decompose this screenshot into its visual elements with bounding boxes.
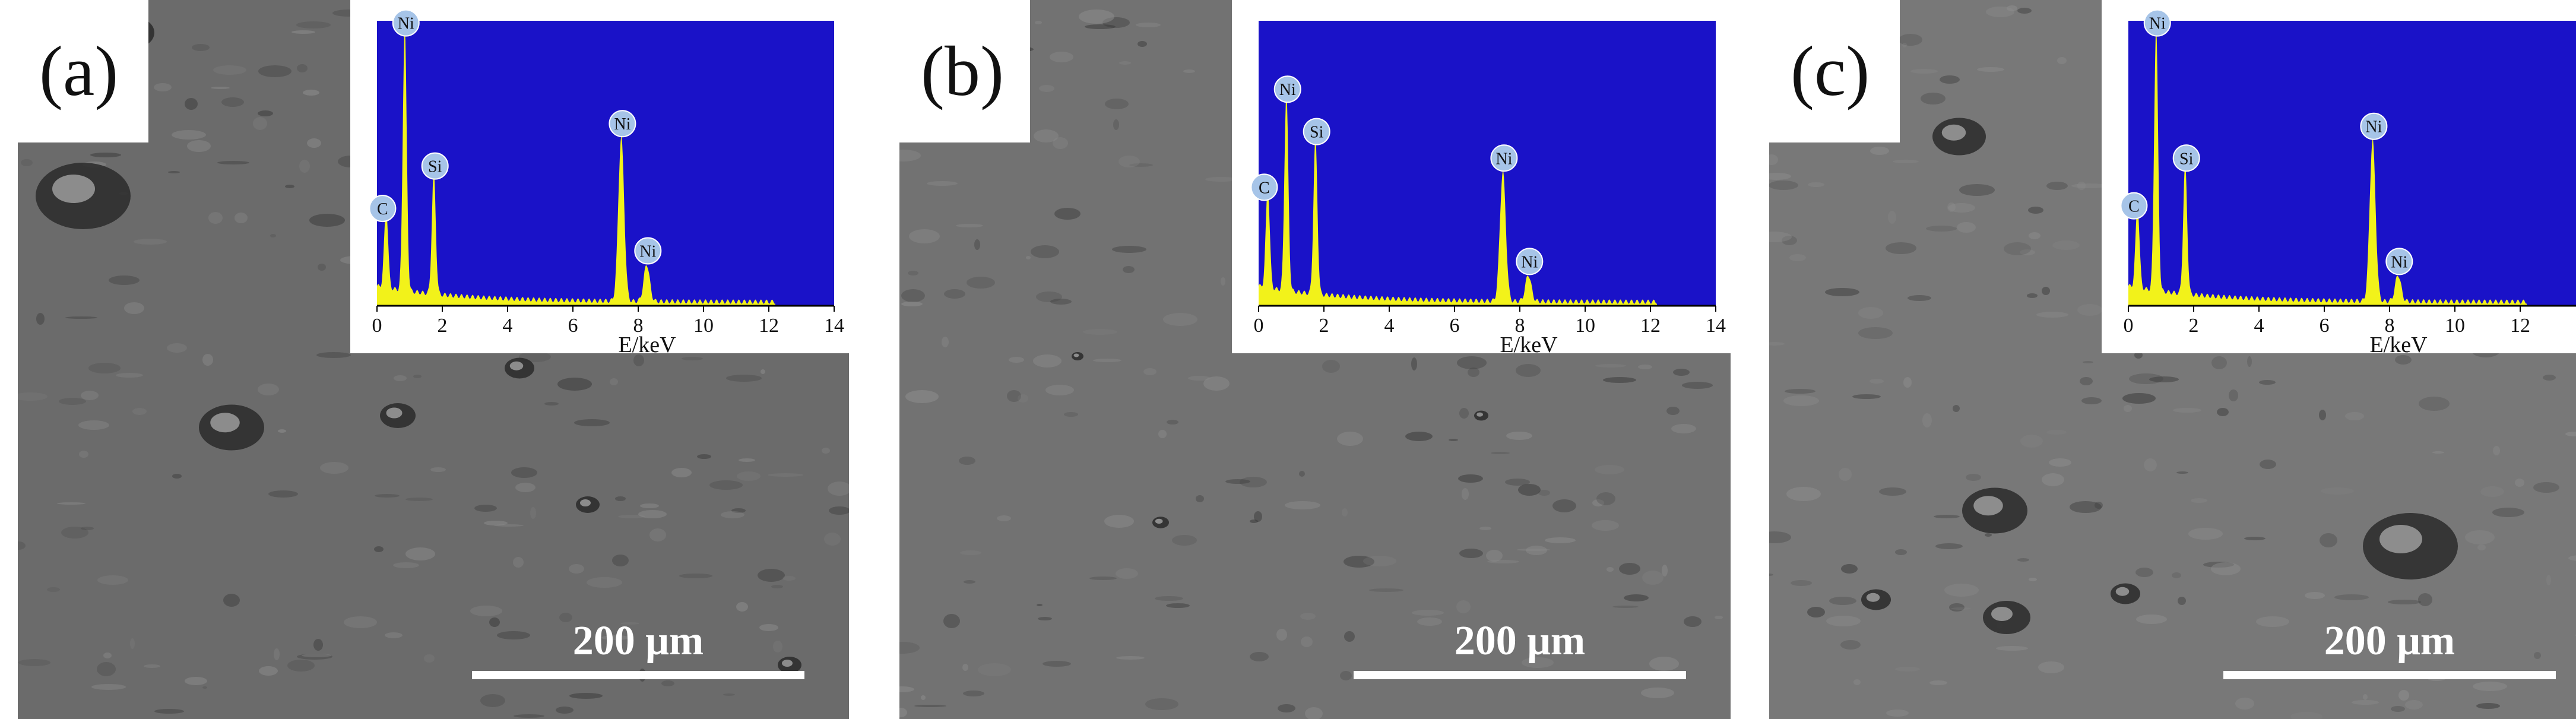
x-tick-label: 8 xyxy=(1515,315,1525,337)
x-tick-label: 2 xyxy=(438,315,448,337)
peak-label-circle xyxy=(421,152,449,180)
scale-bar-label: 200 μm xyxy=(572,618,704,664)
x-tick-label: 0 xyxy=(1254,315,1264,337)
x-tick-label: 8 xyxy=(2385,315,2395,337)
peak-label-circle xyxy=(1303,118,1330,145)
x-tick-label: 12 xyxy=(1640,315,1661,337)
peak-label: Ni xyxy=(1279,81,1296,99)
x-tick-label: 10 xyxy=(1575,315,1595,337)
peak-label-circle xyxy=(2360,112,2388,140)
panel-label: (c) xyxy=(1791,31,1870,110)
x-tick-label: 0 xyxy=(2124,315,2134,337)
x-tick-label: 10 xyxy=(693,315,714,337)
panel-label-box: (c) xyxy=(1769,0,1900,142)
x-tick-label: 6 xyxy=(568,315,578,337)
eds-spectrum-inset: 0 2 4 6 8 10 12 14 E/keV C Ni Si Ni Ni xyxy=(350,0,849,353)
panel-label-box: (b) xyxy=(899,0,1030,142)
peak-label-circle xyxy=(2385,248,2413,275)
peak-label: C xyxy=(377,200,388,218)
x-axis-label: E/keV xyxy=(618,332,676,353)
peak-label-circle xyxy=(1516,248,1544,275)
eds-spectrum-chart: 0 2 4 6 8 10 12 14 E/keV C Ni Si Ni Ni xyxy=(369,9,844,353)
scale-bar-label: 200 μm xyxy=(1454,618,1586,664)
scale-bar xyxy=(2223,671,2556,679)
peak-label-circle xyxy=(634,237,662,265)
peak-label-circle xyxy=(609,110,636,138)
panel-b: (b) 0 2 4 6 8 10 12 14 E/keV C Ni Si Ni Ni 200 μm xyxy=(899,0,1731,719)
x-tick-label: 2 xyxy=(1319,315,1329,337)
peak-label: C xyxy=(1259,179,1270,197)
peak-label: Ni xyxy=(614,115,630,134)
x-tick-label: 4 xyxy=(503,315,513,337)
panel-label: (a) xyxy=(39,31,119,110)
peak-label-circle xyxy=(392,9,420,37)
x-tick-label: 8 xyxy=(633,315,644,337)
x-tick-label: 6 xyxy=(1450,315,1460,337)
peak-label-circle xyxy=(369,195,397,223)
peak-label: Ni xyxy=(639,243,656,261)
x-tick-label: 10 xyxy=(2445,315,2465,337)
peak-label-circle xyxy=(2120,192,2148,220)
x-tick-label: 12 xyxy=(2510,315,2530,337)
panel-label-box: (a) xyxy=(18,0,148,142)
peak-label: Ni xyxy=(2149,15,2166,33)
peak-label: Si xyxy=(1310,123,1324,142)
x-tick-label: 4 xyxy=(2254,315,2264,337)
x-axis-label: E/keV xyxy=(2369,332,2428,353)
peak-label: Ni xyxy=(1521,253,1538,271)
x-tick-label: 0 xyxy=(372,315,382,337)
peak-label: Ni xyxy=(398,15,414,33)
spectrum-plot-area xyxy=(1259,21,1716,306)
x-tick-label: 14 xyxy=(1706,315,1726,337)
peak-label-circle xyxy=(1250,173,1278,201)
peak-label: C xyxy=(2128,198,2140,216)
x-tick-label: 4 xyxy=(1384,315,1395,337)
panel-a: (a) 0 2 4 6 8 10 12 14 E/keV C Ni Si Ni Ni 200 μm xyxy=(18,0,849,719)
x-tick-label: 12 xyxy=(759,315,779,337)
peak-label-circle xyxy=(1490,144,1518,172)
scale-bar-label: 200 μm xyxy=(2324,618,2455,664)
eds-spectrum-chart: 0 2 4 6 8 10 12 14 E/keV C Ni Si Ni Ni xyxy=(1250,21,1726,353)
x-axis-label: E/keV xyxy=(1500,332,1558,353)
peak-label: Ni xyxy=(1495,150,1512,168)
peak-label: Ni xyxy=(2365,118,2382,137)
x-tick-label: 2 xyxy=(2189,315,2199,337)
spectrum-plot-area xyxy=(2128,21,2576,306)
peak-label-circle xyxy=(1273,75,1301,103)
peak-label-circle xyxy=(2143,9,2171,37)
spectrum-plot-area xyxy=(377,21,834,306)
peak-label: Si xyxy=(2179,150,2194,168)
peak-label: Si xyxy=(428,158,442,176)
x-tick-label: 6 xyxy=(2320,315,2330,337)
eds-spectrum-inset: 0 2 4 6 8 10 12 14 E/keV C Ni Si Ni Ni xyxy=(1232,0,1731,353)
peak-label: Ni xyxy=(2391,253,2407,271)
x-tick-label: 14 xyxy=(824,315,844,337)
panel-label: (b) xyxy=(921,31,1004,110)
scale-bar xyxy=(472,671,804,679)
scale-bar xyxy=(1354,671,1686,679)
peak-label-circle xyxy=(2172,144,2200,172)
